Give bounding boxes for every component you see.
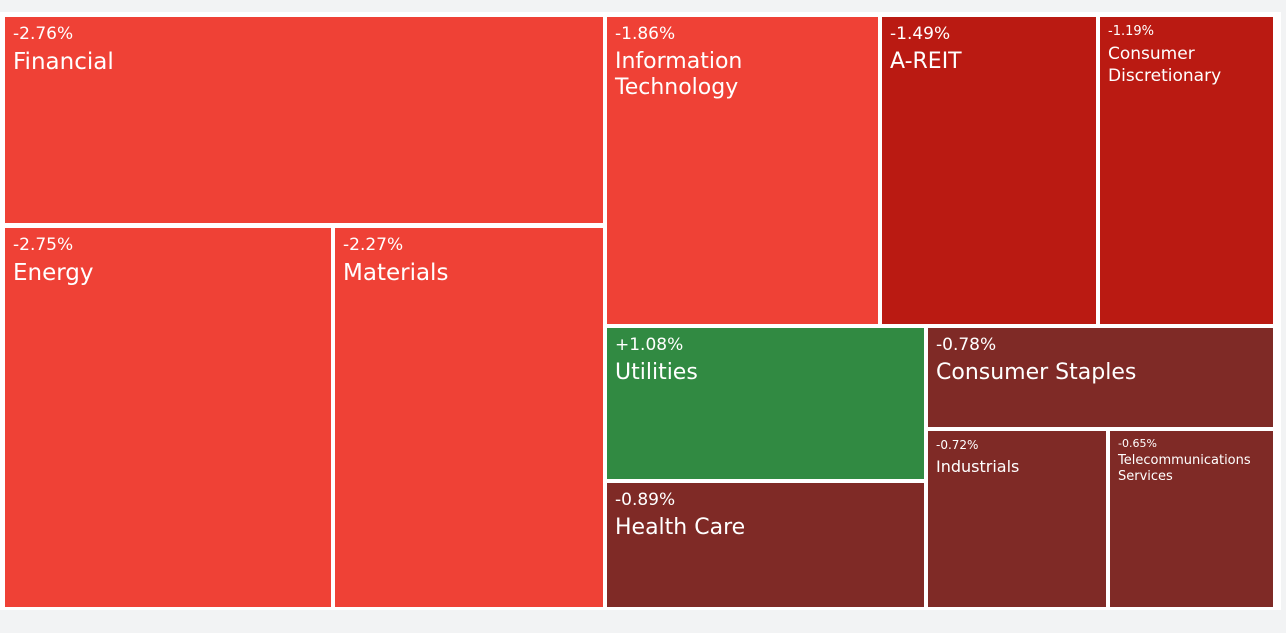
treemap-tile-information-technology[interactable]: -1.86% Information Technology [607,17,878,324]
change-label: -0.78% [936,335,997,355]
change-label: -0.65% [1118,437,1157,450]
sector-name: Energy [13,260,94,286]
treemap-tile-industrials[interactable]: -0.72% Industrials [928,431,1106,607]
sector-name: Financial [13,49,114,75]
treemap-tile-utilities[interactable]: +1.08% Utilities [607,328,924,479]
sector-name: Telecommunications Services [1118,453,1251,485]
treemap-tile-health-care[interactable]: -0.89% Health Care [607,483,924,607]
change-label: -0.89% [615,490,676,510]
change-label: -2.76% [13,24,74,44]
treemap-tile-consumer-discretionary[interactable]: -1.19% Consumer Discretionary [1100,17,1273,324]
change-label: -1.86% [615,24,676,44]
sector-name: Industrials [936,457,1020,476]
sector-name: Health Care [615,515,746,540]
treemap-tile-financial[interactable]: -2.76% Financial [5,17,603,223]
change-label: -1.49% [890,24,951,44]
change-label: -2.27% [343,235,404,255]
sector-name: A-REIT [890,49,962,74]
treemap-tile-a-reit[interactable]: -1.49% A-REIT [882,17,1096,324]
sector-name: Consumer Discretionary [1108,44,1222,86]
sector-name: Materials [343,260,449,286]
change-label: -2.75% [13,235,74,255]
sector-name: Information Technology [615,49,743,100]
change-label: -0.72% [936,438,979,452]
treemap-tile-energy[interactable]: -2.75% Energy [5,228,331,607]
sector-treemap: -2.76% Financial -2.75% Energy -2.27% Ma… [0,12,1281,610]
treemap-tile-consumer-staples[interactable]: -0.78% Consumer Staples [928,328,1273,427]
treemap-tile-telecommunications-services[interactable]: -0.65% Telecommunications Services [1110,431,1273,607]
change-label: +1.08% [615,335,684,355]
change-label: -1.19% [1108,24,1154,39]
treemap-tile-materials[interactable]: -2.27% Materials [335,228,603,607]
sector-name: Utilities [615,360,698,385]
sector-name: Consumer Staples [936,360,1137,385]
